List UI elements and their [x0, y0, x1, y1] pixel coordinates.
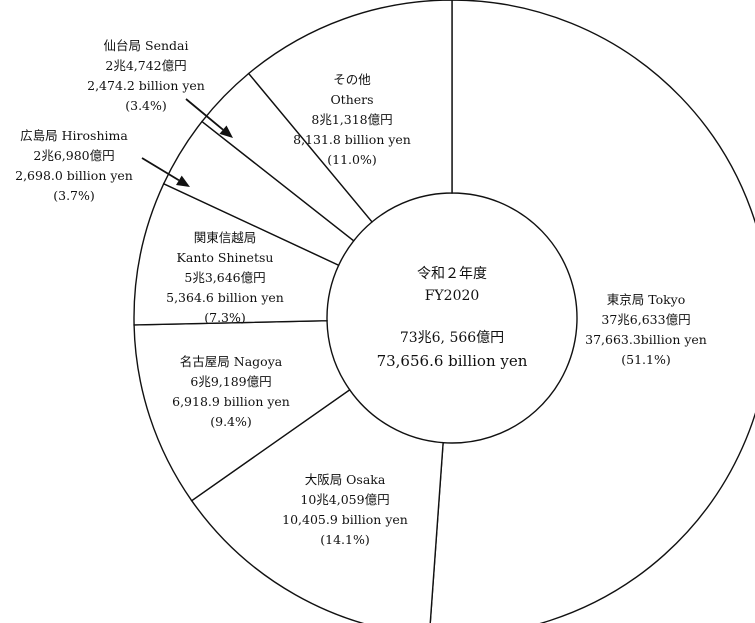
slice-name: 広島局 Hiroshima [20, 128, 128, 143]
slice-nagoya [133, 319, 351, 502]
slice-label-osaka: 大阪局 Osaka 10兆4,059億円 10,405.9 billion ye… [282, 472, 408, 547]
slice-percent: (9.4%) [210, 414, 252, 429]
slice-billion: 10,405.9 billion yen [282, 512, 408, 527]
slice-percent: (51.1%) [621, 352, 670, 367]
center-era-label: 令和２年度 [417, 266, 487, 282]
hiroshima-arrow [141, 157, 190, 187]
slice-tokyo [429, 0, 755, 623]
slice-percent: (11.0%) [327, 152, 376, 167]
center-label: 令和２年度 FY2020 73兆6, 566億円 73,656.6 billio… [377, 266, 528, 370]
slice-name-en: Kanto Shinetsu [177, 250, 274, 265]
slice-yen: 5兆3,646億円 [184, 270, 265, 285]
slice-label-kanto: 関東信越局 Kanto Shinetsu 5兆3,646億円 5,364.6 b… [166, 230, 284, 325]
slice-percent: (3.4%) [125, 98, 167, 113]
slice-yen: 8兆1,318億円 [311, 112, 392, 127]
center-total-billion: 73,656.6 billion yen [377, 352, 528, 370]
slice-name: 大阪局 Osaka [305, 472, 386, 487]
slice-yen: 2兆6,980億円 [33, 148, 114, 163]
slice-percent: (3.7%) [53, 188, 95, 203]
slice-name-en: Others [330, 92, 373, 107]
slice-label-nagoya: 名古屋局 Nagoya 6兆9,189億円 6,918.9 billion ye… [172, 354, 290, 429]
slice-others [247, 0, 453, 223]
center-total-yen: 73兆6, 566億円 [400, 330, 504, 346]
slice-billion: 5,364.6 billion yen [166, 290, 284, 305]
slice-billion: 2,698.0 billion yen [15, 168, 133, 183]
slice-percent: (14.1%) [320, 532, 369, 547]
slice-billion: 6,918.9 billion yen [172, 394, 290, 409]
slice-yen: 6兆9,189億円 [190, 374, 271, 389]
slice-name: 東京局 Tokyo [607, 292, 686, 307]
slice-name: 関東信越局 [194, 230, 257, 245]
slice-name: 名古屋局 Nagoya [180, 354, 283, 369]
slice-label-tokyo: 東京局 Tokyo 37兆6,633億円 37,663.3billion yen… [585, 292, 707, 367]
slice-label-others: その他 Others 8兆1,318億円 8,131.8 billion yen… [293, 72, 411, 167]
slice-billion: 8,131.8 billion yen [293, 132, 411, 147]
center-fy-label: FY2020 [425, 288, 480, 304]
slice-yen: 10兆4,059億円 [300, 492, 389, 507]
slice-name: 仙台局 Sendai [104, 38, 189, 53]
ring-layer [133, 0, 755, 623]
slice-label-hiroshima: 広島局 Hiroshima 2兆6,980億円 2,698.0 billion … [15, 128, 133, 203]
slice-yen: 37兆6,633億円 [601, 312, 690, 327]
sendai-arrow [185, 98, 233, 138]
slice-billion: 2,474.2 billion yen [87, 78, 205, 93]
slice-label-sendai: 仙台局 Sendai 2兆4,742億円 2,474.2 billion yen… [87, 38, 205, 113]
callout-arrows [141, 98, 233, 187]
slice-billion: 37,663.3billion yen [585, 332, 707, 347]
slice-osaka [190, 388, 444, 623]
slice-name: その他 [333, 72, 371, 87]
slice-yen: 2兆4,742億円 [105, 58, 186, 73]
slice-percent: (7.3%) [204, 310, 246, 325]
